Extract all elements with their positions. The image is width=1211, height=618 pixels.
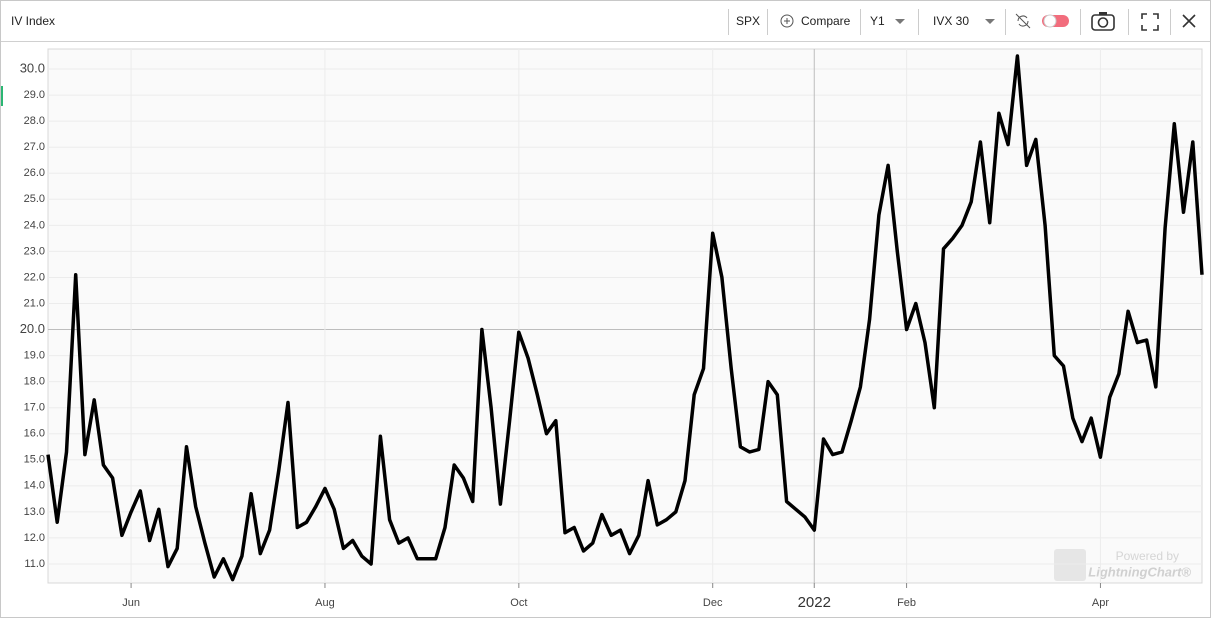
x-tick-label: Jun — [122, 597, 140, 609]
x-tick-label: Feb — [897, 597, 916, 609]
y-tick-label: 21.0 — [24, 297, 45, 309]
y-tick-label: 14.0 — [24, 480, 45, 492]
fullscreen-icon[interactable] — [1141, 13, 1159, 31]
period-select[interactable]: Y1 — [870, 14, 885, 28]
y-tick-label: 24.0 — [24, 219, 45, 231]
plot-area — [47, 48, 1203, 584]
y-tick-label: 11.0 — [24, 558, 45, 570]
toolbar: IV Index SPX Compare Y1 IVX 30 — [1, 1, 1210, 42]
x-tick-label: Aug — [315, 597, 335, 609]
y-tick-label: 18.0 — [24, 376, 45, 388]
compare-button[interactable]: Compare — [801, 14, 851, 28]
compare-icon[interactable] — [780, 14, 794, 28]
x-tick-label: Oct — [510, 597, 527, 609]
dropdown-arrow[interactable] — [984, 18, 996, 26]
toggle[interactable] — [1041, 13, 1071, 29]
watermark: Powered by — [1116, 549, 1179, 563]
y-tick-label: 25.0 — [24, 193, 45, 205]
y-tick-label: 27.0 — [24, 141, 45, 153]
y-tick-label: 30.0 — [20, 60, 45, 75]
y-tick-label: 16.0 — [24, 428, 45, 440]
x-tick-label: 2022 — [798, 594, 831, 611]
sync-icon[interactable] — [1015, 13, 1031, 29]
snapshot-icon[interactable] — [1091, 11, 1115, 31]
y-tick-label: 29.0 — [24, 89, 45, 101]
y-tick-label: 28.0 — [24, 115, 45, 127]
y-tick-label: 13.0 — [24, 506, 45, 518]
x-tick-label: Dec — [703, 597, 723, 609]
close-icon[interactable] — [1182, 14, 1196, 28]
y-tick-label: 20.0 — [20, 321, 45, 336]
y-tick-label: 23.0 — [24, 245, 45, 257]
y-tick-label: 15.0 — [24, 454, 45, 466]
y-tick-label: 12.0 — [24, 532, 45, 544]
y-tick-label: 22.0 — [24, 271, 45, 283]
dropdown-arrow[interactable] — [894, 18, 906, 26]
y-tick-label: 19.0 — [24, 350, 45, 362]
symbol[interactable]: SPX — [736, 14, 761, 28]
widget-title: IV Index — [11, 14, 56, 28]
iv-line — [46, 54, 1204, 582]
measure-select[interactable]: IVX 30 — [933, 14, 970, 28]
y-tick-label: 26.0 — [24, 167, 45, 179]
watermark-logo — [1054, 549, 1086, 581]
y-tick-label: 17.0 — [24, 402, 45, 414]
watermark: LightningChart® — [1088, 564, 1191, 579]
x-tick-label: Apr — [1092, 597, 1109, 609]
